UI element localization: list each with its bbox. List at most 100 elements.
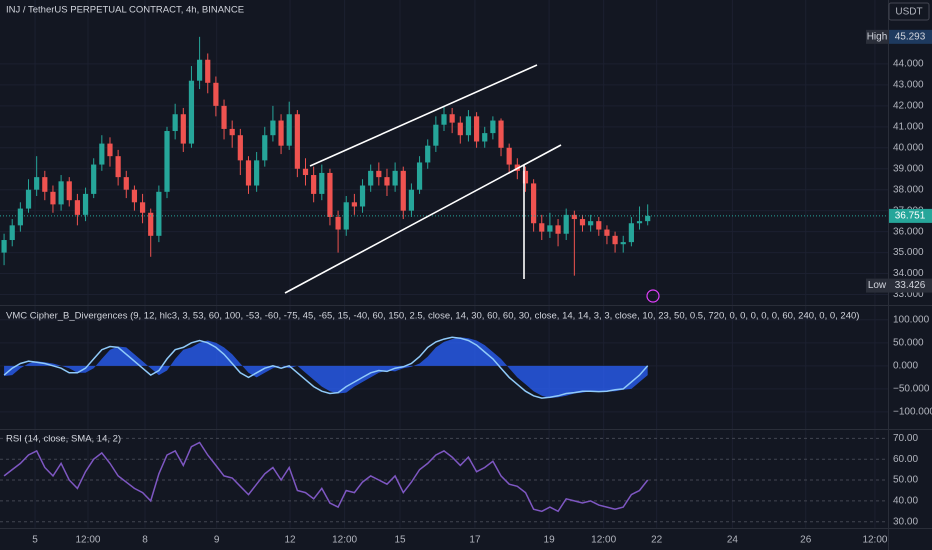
- candle-body: [311, 175, 317, 194]
- y-tick-label: 35.000: [893, 247, 924, 258]
- candle-body: [205, 59, 211, 83]
- candle-body: [237, 135, 243, 161]
- x-tick-label: 12: [284, 535, 296, 546]
- x-tick-label: 5: [32, 535, 38, 546]
- candle-body: [107, 143, 113, 157]
- candle-body: [531, 183, 537, 224]
- candle-body: [50, 191, 56, 205]
- candle-body: [498, 120, 504, 148]
- low-tag-value: 33.426: [895, 280, 926, 291]
- candle-body: [628, 223, 634, 243]
- candle-body: [82, 193, 89, 215]
- y-tick-label: 44.000: [893, 59, 924, 70]
- y-tick-label: −50.000: [893, 384, 930, 395]
- candle-body: [457, 122, 463, 136]
- y-tick-label: 38.000: [893, 184, 924, 195]
- candle-body: [539, 223, 545, 232]
- y-tick-label: 60.00: [893, 454, 918, 465]
- x-tick-label: 17: [469, 535, 481, 546]
- candle-body: [42, 177, 48, 192]
- candle-body: [335, 216, 341, 230]
- currency-button[interactable]: [888, 2, 930, 21]
- candle-body: [25, 189, 32, 209]
- candle-body: [441, 114, 447, 125]
- candle-body: [17, 208, 23, 226]
- candle-body: [58, 181, 64, 205]
- candle-body: [278, 120, 284, 146]
- y-tick-label: 36.000: [893, 226, 924, 237]
- high-tag-value: 45.293: [895, 31, 926, 42]
- candle-body: [245, 160, 252, 186]
- candle-body: [99, 143, 105, 165]
- candle-body: [115, 156, 121, 178]
- candle-body: [262, 135, 268, 161]
- marks: [0, 36, 888, 513]
- low-tag-name-box: [866, 278, 888, 293]
- candle-body: [327, 172, 333, 217]
- x-tick-label: 9: [214, 535, 220, 546]
- y-tick-label: 41.000: [893, 121, 924, 132]
- candle-body: [294, 114, 300, 169]
- y-tick-label: −100.000: [893, 407, 932, 418]
- candle-body: [449, 114, 455, 123]
- candle-body: [392, 170, 398, 186]
- low-tag-box: [889, 278, 932, 293]
- high-tag-box: [889, 29, 932, 44]
- candle-body: [416, 162, 423, 190]
- indicator-line: [3, 336, 649, 399]
- y-tick-label: 43.000: [893, 80, 924, 91]
- candle-body: [302, 168, 309, 176]
- y-tick-label: 39.000: [893, 163, 924, 174]
- x-tick-label: 15: [394, 535, 406, 546]
- x-tick-label: 12:00: [332, 535, 357, 546]
- candle-body: [131, 189, 138, 203]
- candle-body: [254, 160, 260, 186]
- candle-body: [571, 214, 577, 220]
- candle-body: [180, 114, 186, 144]
- candle-body: [156, 191, 162, 236]
- candle-body: [91, 164, 97, 194]
- y-tick-label: 70.00: [893, 433, 918, 444]
- candle-body: [645, 215, 651, 222]
- indicator-line: [3, 441, 649, 513]
- candle-body: [9, 225, 15, 241]
- trend-line[interactable]: [284, 144, 562, 294]
- x-tick-label: 26: [800, 535, 812, 546]
- candle-body: [400, 170, 406, 211]
- candle-body: [522, 170, 529, 184]
- candle-body: [555, 225, 561, 234]
- candle-body: [188, 80, 195, 144]
- y-tick-label: 33.000: [893, 289, 924, 300]
- candle-body: [588, 221, 594, 226]
- y-tick-label: 50.00: [893, 475, 918, 486]
- y-tick-label: 40.000: [893, 142, 924, 153]
- candle-body: [636, 221, 643, 224]
- candle-body: [359, 185, 366, 207]
- candle-body: [596, 221, 602, 230]
- candle-body: [1, 240, 7, 253]
- candle-body: [123, 177, 129, 190]
- candle-body: [139, 202, 146, 213]
- symbol-title: INJ / TetherUS PERPETUAL CONTRACT, 4h, B…: [6, 5, 244, 16]
- candle-body: [604, 229, 610, 236]
- x-tick-label: 12:00: [862, 535, 887, 546]
- candle-body: [563, 214, 569, 234]
- candle-body: [351, 202, 357, 207]
- alert-icon[interactable]: [646, 289, 660, 303]
- trend-line[interactable]: [309, 64, 538, 167]
- candle-body: [66, 181, 72, 201]
- low-tag-name: Low: [868, 280, 887, 291]
- currency-label[interactable]: USDT: [895, 7, 922, 18]
- candle-body: [286, 114, 292, 146]
- candle-body: [547, 225, 553, 232]
- x-tick-label: 8: [142, 535, 148, 546]
- candle-body: [221, 105, 227, 129]
- wave-area: [4, 337, 648, 399]
- y-tick-label: 42.000: [893, 100, 924, 111]
- rsi-pane: [0, 429, 888, 528]
- candle-body: [172, 114, 178, 132]
- x-tick-label: 19: [544, 535, 556, 546]
- y-tick-label: 40.00: [893, 496, 918, 507]
- y-tick-label: 34.000: [893, 268, 924, 279]
